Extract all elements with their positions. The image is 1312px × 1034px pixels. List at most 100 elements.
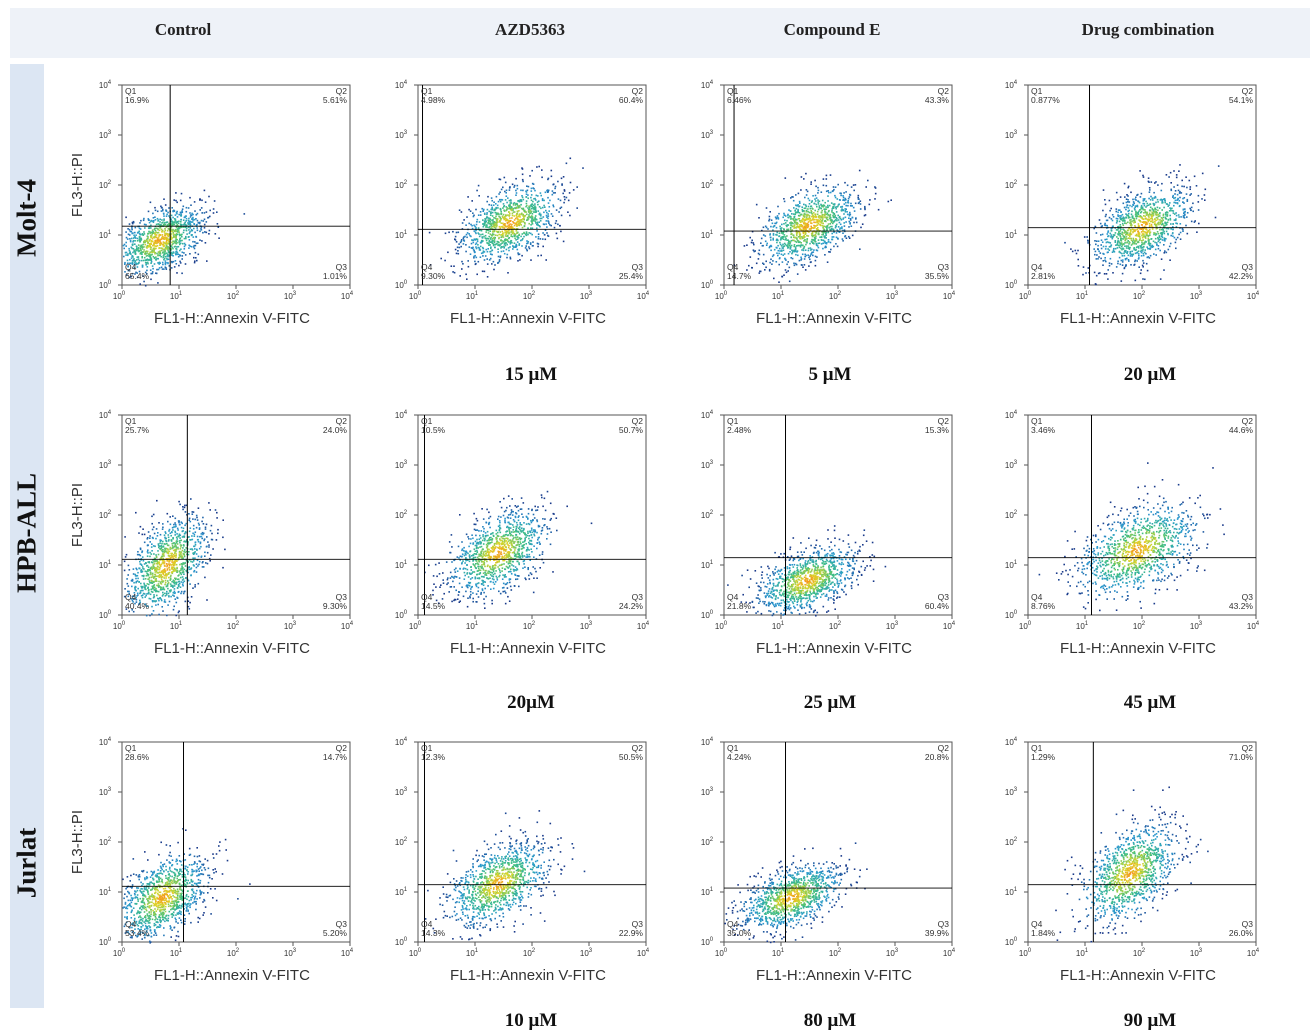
event-point	[1128, 227, 1130, 230]
event-point	[1143, 245, 1145, 248]
event-point	[1149, 189, 1151, 191]
event-point	[196, 242, 199, 244]
event-point	[175, 577, 177, 580]
event-point	[460, 211, 463, 213]
event-point	[133, 595, 136, 597]
event-point	[1109, 242, 1112, 244]
event-point	[513, 242, 516, 244]
event-point	[815, 225, 817, 227]
event-point	[797, 208, 799, 211]
event-point	[769, 236, 772, 239]
event-point	[1128, 248, 1131, 250]
event-point	[499, 227, 502, 230]
event-point	[797, 192, 800, 195]
event-point	[1134, 221, 1136, 223]
event-point	[830, 202, 833, 204]
event-point	[1107, 235, 1109, 238]
event-point	[855, 221, 858, 224]
event-point	[1152, 209, 1155, 212]
event-point	[781, 237, 784, 240]
event-point	[1136, 215, 1139, 217]
event-point	[139, 283, 141, 285]
event-point	[1165, 238, 1167, 240]
event-point	[198, 547, 201, 550]
event-point	[560, 206, 563, 209]
event-point	[801, 208, 804, 211]
event-point	[818, 215, 821, 217]
event-point	[476, 238, 479, 241]
event-point	[1117, 226, 1119, 228]
event-point	[1164, 199, 1166, 201]
event-point	[169, 546, 172, 549]
event-point	[768, 268, 771, 271]
event-point	[171, 224, 174, 227]
event-point	[759, 270, 761, 273]
event-point	[163, 231, 166, 233]
event-point	[163, 241, 166, 244]
event-point	[1142, 228, 1145, 230]
event-point	[447, 251, 449, 254]
event-point	[152, 217, 155, 219]
event-point	[521, 245, 523, 247]
event-point	[159, 238, 161, 241]
x-tick-label: 101	[772, 291, 785, 301]
event-point	[1146, 256, 1149, 259]
event-point	[758, 253, 761, 256]
event-point	[521, 178, 524, 181]
event-point	[185, 227, 188, 229]
event-point	[525, 232, 528, 234]
event-point	[855, 218, 857, 220]
event-point	[807, 235, 810, 237]
event-point	[126, 262, 129, 265]
event-point	[1148, 242, 1151, 245]
event-point	[496, 230, 498, 233]
event-point	[207, 541, 209, 543]
event-point	[190, 230, 193, 232]
event-point	[545, 209, 547, 212]
event-point	[822, 226, 824, 229]
event-point	[162, 263, 164, 266]
event-point	[536, 201, 539, 203]
event-point	[540, 194, 542, 197]
event-point	[1120, 259, 1123, 262]
event-point	[1124, 242, 1126, 244]
event-point	[1141, 206, 1144, 209]
event-point	[147, 262, 149, 265]
event-point	[163, 559, 165, 561]
event-point	[1129, 233, 1132, 236]
event-point	[1134, 249, 1137, 251]
event-point	[521, 173, 524, 176]
event-point	[1147, 229, 1150, 232]
event-point	[455, 231, 458, 234]
event-point	[190, 204, 192, 206]
event-point	[502, 236, 505, 238]
event-point	[1151, 217, 1153, 220]
event-point	[159, 221, 161, 223]
event-point	[1144, 231, 1146, 233]
event-point	[141, 264, 144, 267]
event-point	[151, 543, 153, 545]
event-point	[519, 216, 521, 218]
event-point	[780, 253, 783, 256]
event-point	[123, 255, 125, 258]
event-point	[564, 198, 566, 201]
event-point	[165, 246, 167, 249]
event-point	[145, 574, 148, 577]
event-point	[199, 198, 201, 200]
event-point	[532, 219, 535, 222]
event-point	[183, 242, 186, 245]
event-point	[131, 247, 133, 250]
event-point	[798, 218, 801, 220]
event-point	[846, 211, 848, 213]
event-point	[1157, 245, 1160, 247]
event-point	[157, 268, 160, 271]
event-point	[790, 257, 792, 259]
event-point	[1149, 231, 1151, 233]
y-tick-label: 100	[701, 280, 714, 290]
event-point	[790, 216, 792, 218]
event-point	[749, 256, 752, 258]
event-point	[840, 209, 843, 212]
y-tick-label: 104	[395, 80, 408, 90]
event-point	[209, 560, 211, 562]
event-point	[1174, 199, 1177, 202]
